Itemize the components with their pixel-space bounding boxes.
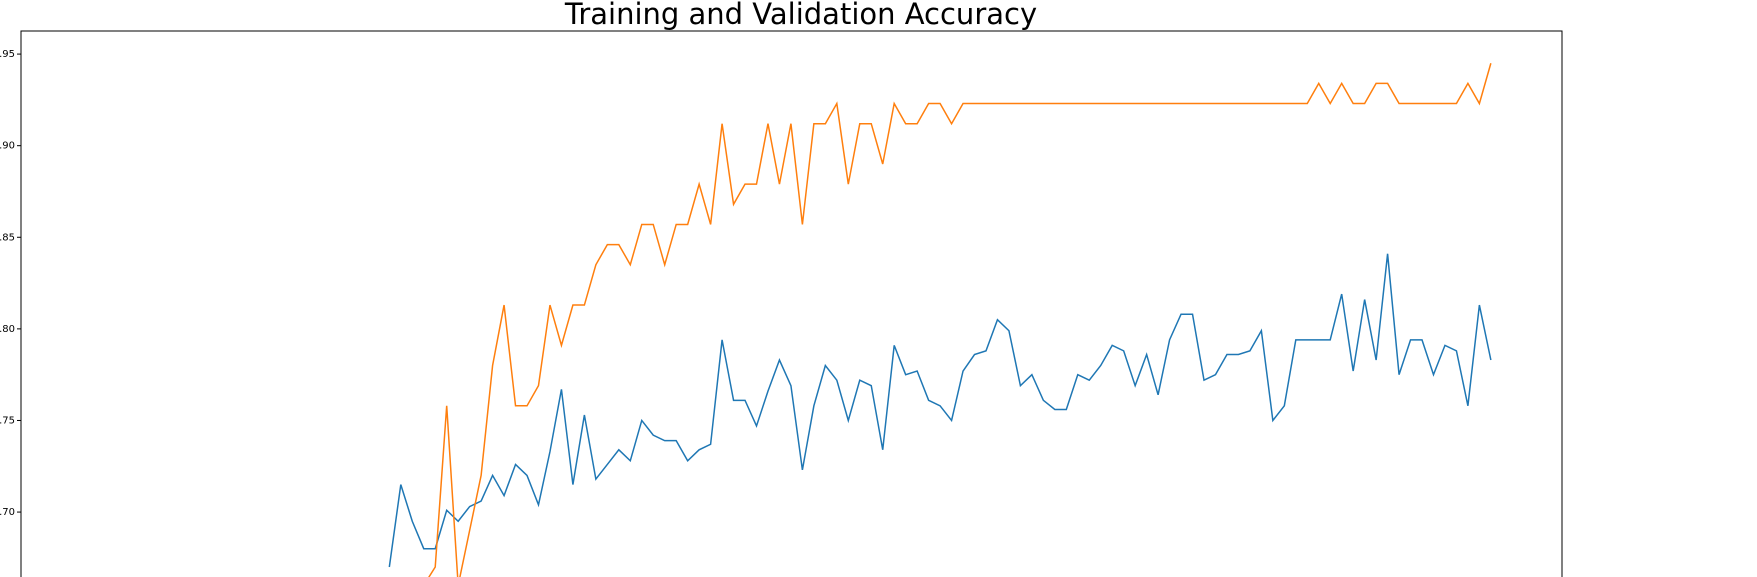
plot-frame: [20, 30, 1563, 577]
y-tick-label: 0.90: [0, 141, 15, 152]
y-tick-label: 0.80: [0, 324, 15, 335]
series-line: [428, 63, 1492, 577]
series-line: [388, 253, 1492, 568]
y-tick-label: 0.70: [0, 507, 15, 518]
y-tick-label: 0.85: [0, 232, 15, 243]
chart-title: Training and Validation Accuracy: [564, 0, 1037, 31]
y-tick-label: 0.75: [0, 415, 15, 426]
y-tick-label: 0.95: [0, 49, 15, 60]
